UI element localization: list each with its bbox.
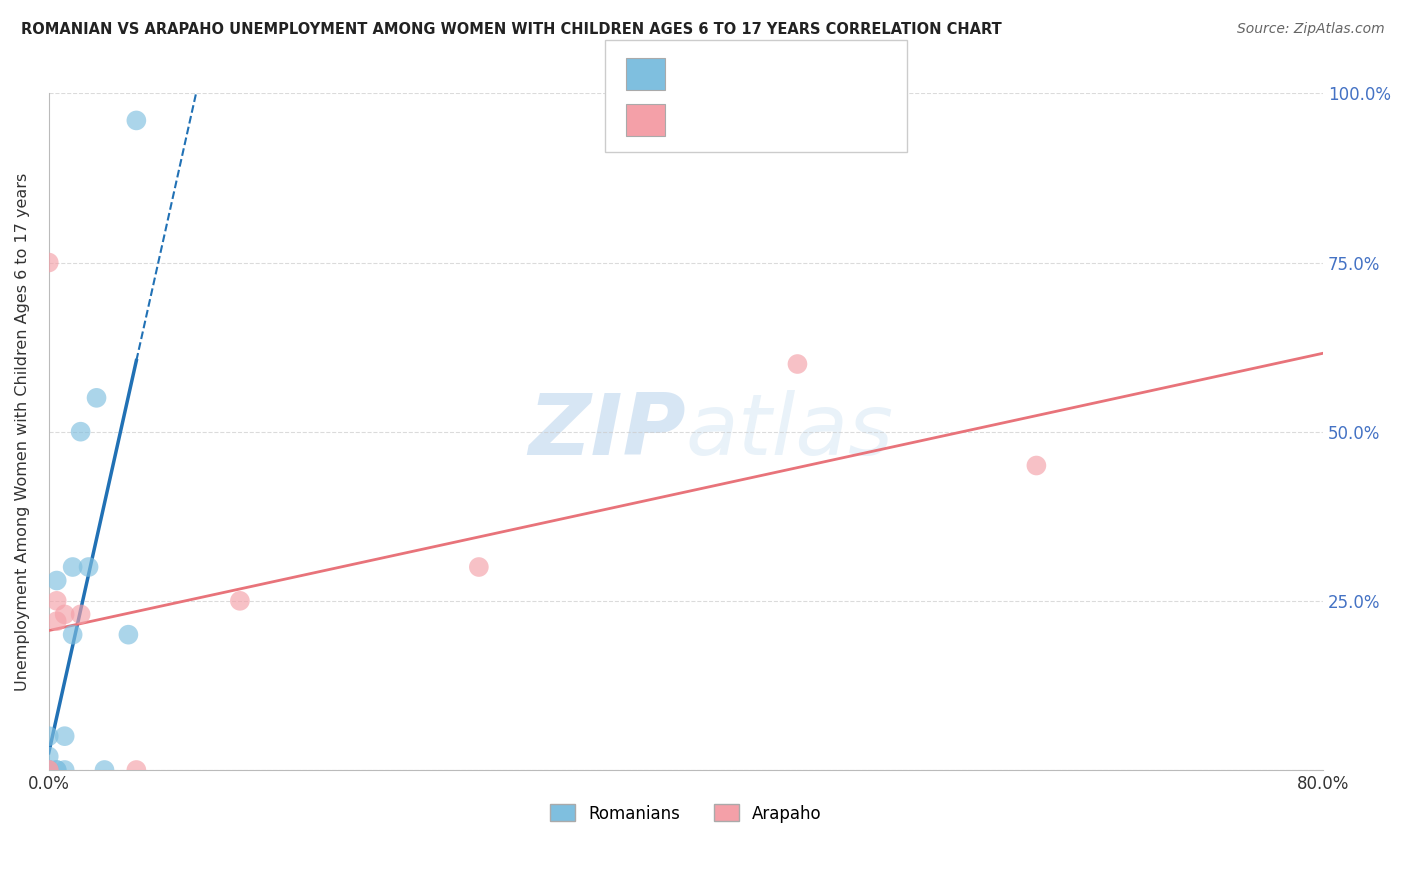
Point bbox=[45, 574, 67, 588]
Text: 18: 18 bbox=[796, 65, 818, 83]
Point bbox=[45, 594, 67, 608]
Point bbox=[69, 607, 91, 622]
Text: R =: R = bbox=[672, 112, 709, 129]
Text: atlas: atlas bbox=[686, 390, 894, 473]
Text: Source: ZipAtlas.com: Source: ZipAtlas.com bbox=[1237, 22, 1385, 37]
Point bbox=[38, 749, 60, 764]
Point bbox=[53, 763, 76, 777]
Point bbox=[125, 763, 148, 777]
Point bbox=[62, 628, 84, 642]
Text: R =: R = bbox=[672, 65, 709, 83]
Text: N =: N = bbox=[763, 112, 800, 129]
Point bbox=[53, 607, 76, 622]
Point bbox=[38, 763, 60, 777]
Point bbox=[77, 560, 100, 574]
Y-axis label: Unemployment Among Women with Children Ages 6 to 17 years: Unemployment Among Women with Children A… bbox=[15, 172, 30, 690]
Point bbox=[125, 113, 148, 128]
Legend: Romanians, Arapaho: Romanians, Arapaho bbox=[550, 805, 821, 822]
Point bbox=[69, 425, 91, 439]
Point bbox=[38, 763, 60, 777]
Point bbox=[468, 560, 491, 574]
Point bbox=[1025, 458, 1047, 473]
Text: ROMANIAN VS ARAPAHO UNEMPLOYMENT AMONG WOMEN WITH CHILDREN AGES 6 TO 17 YEARS CO: ROMANIAN VS ARAPAHO UNEMPLOYMENT AMONG W… bbox=[21, 22, 1002, 37]
Point bbox=[38, 763, 60, 777]
Point bbox=[62, 560, 84, 574]
Point bbox=[38, 255, 60, 269]
Text: 12: 12 bbox=[796, 112, 818, 129]
Point bbox=[117, 628, 139, 642]
Text: 0.375: 0.375 bbox=[704, 112, 756, 129]
Point bbox=[45, 763, 67, 777]
Point bbox=[86, 391, 108, 405]
Text: 0.621: 0.621 bbox=[704, 65, 756, 83]
Text: N =: N = bbox=[763, 65, 800, 83]
Point bbox=[93, 763, 115, 777]
Point bbox=[38, 763, 60, 777]
Text: ZIP: ZIP bbox=[529, 390, 686, 473]
Point bbox=[38, 729, 60, 743]
Point bbox=[53, 729, 76, 743]
Point bbox=[45, 614, 67, 628]
Point bbox=[45, 763, 67, 777]
Point bbox=[229, 594, 252, 608]
Point bbox=[786, 357, 808, 371]
Point bbox=[38, 763, 60, 777]
